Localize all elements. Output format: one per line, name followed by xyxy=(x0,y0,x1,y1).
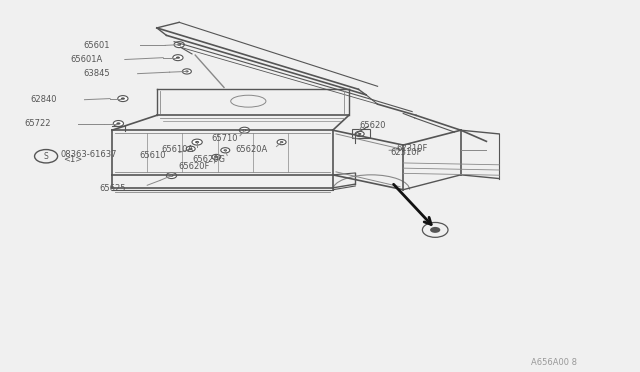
Circle shape xyxy=(223,149,227,151)
Text: 65601A: 65601A xyxy=(70,55,102,64)
Circle shape xyxy=(358,133,362,135)
Text: 65610: 65610 xyxy=(140,151,166,160)
Circle shape xyxy=(277,140,286,145)
Circle shape xyxy=(430,227,440,233)
Circle shape xyxy=(221,148,230,153)
Circle shape xyxy=(280,141,284,143)
Text: 62840: 62840 xyxy=(31,95,57,104)
Circle shape xyxy=(166,173,177,179)
Circle shape xyxy=(116,122,120,125)
Circle shape xyxy=(121,97,125,100)
Circle shape xyxy=(177,44,181,46)
Text: 65620A: 65620A xyxy=(236,145,268,154)
Circle shape xyxy=(174,42,184,48)
Circle shape xyxy=(113,121,124,126)
Text: 62310F: 62310F xyxy=(390,148,422,157)
Circle shape xyxy=(189,148,193,150)
Circle shape xyxy=(192,139,202,145)
Circle shape xyxy=(186,146,195,151)
Text: 65722: 65722 xyxy=(24,119,51,128)
Circle shape xyxy=(182,69,191,74)
Text: 65610A: 65610A xyxy=(161,145,193,154)
Circle shape xyxy=(214,156,218,158)
Text: 65625: 65625 xyxy=(99,184,125,193)
Text: 63845: 63845 xyxy=(83,69,110,78)
Circle shape xyxy=(212,154,221,160)
Circle shape xyxy=(118,96,128,102)
Text: 08363-61637: 08363-61637 xyxy=(61,150,117,159)
Text: A656A00 8: A656A00 8 xyxy=(531,358,577,367)
Text: <1>: <1> xyxy=(63,155,82,164)
Circle shape xyxy=(173,55,183,61)
Circle shape xyxy=(239,127,250,133)
Circle shape xyxy=(243,129,246,131)
Text: 65601: 65601 xyxy=(83,41,109,50)
Circle shape xyxy=(185,70,189,73)
Circle shape xyxy=(176,57,180,59)
Text: 65710: 65710 xyxy=(211,134,237,143)
Circle shape xyxy=(195,141,199,143)
Text: 65620F: 65620F xyxy=(178,162,209,171)
Bar xyxy=(352,129,370,138)
Text: 65620G: 65620G xyxy=(192,155,225,164)
Text: 65620: 65620 xyxy=(360,121,386,130)
Text: S: S xyxy=(44,152,49,161)
Circle shape xyxy=(170,174,173,177)
Text: 62310F: 62310F xyxy=(397,144,428,153)
Circle shape xyxy=(355,131,364,137)
